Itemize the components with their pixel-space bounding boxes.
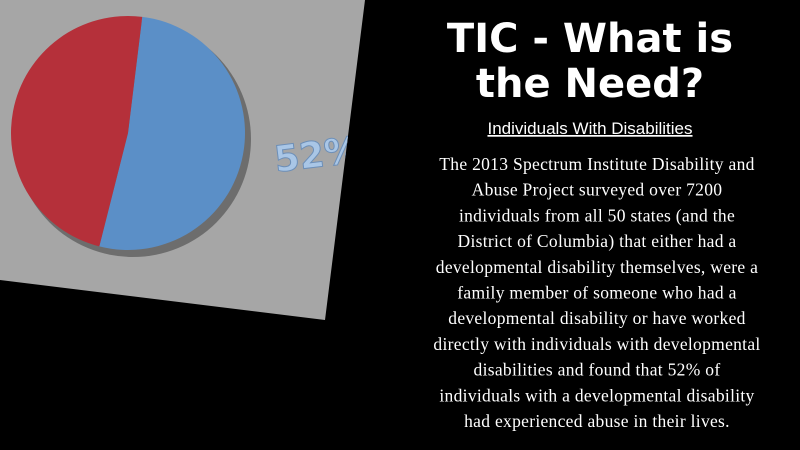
body-text: disabilities and found that 52% of bbox=[474, 360, 721, 380]
body-text: family member of someone who had a bbox=[457, 283, 736, 303]
body-text: had experienced abuse in their lives. bbox=[464, 411, 730, 431]
pie-slice bbox=[99, 16, 245, 251]
slide-title: the Need? bbox=[476, 61, 704, 107]
subtitle: Individuals With Disabilities bbox=[487, 119, 692, 138]
body-text: directly with individuals with developme… bbox=[433, 334, 760, 354]
body-text: The 2013 Spectrum Institute Disability a… bbox=[439, 154, 754, 174]
slide-title: TIC - What is bbox=[447, 16, 733, 62]
body-text: developmental disability or have worked bbox=[448, 308, 745, 328]
body-text: developmental disability themselves, wer… bbox=[436, 257, 758, 277]
body-text: Abuse Project surveyed over 7200 bbox=[472, 180, 723, 200]
pie-slice bbox=[10, 15, 143, 247]
body-text: individuals with a developmental disabil… bbox=[439, 385, 754, 405]
body-text: District of Columbia) that either had a bbox=[458, 231, 737, 251]
body-text: individuals from all 50 states (and the bbox=[459, 205, 735, 225]
